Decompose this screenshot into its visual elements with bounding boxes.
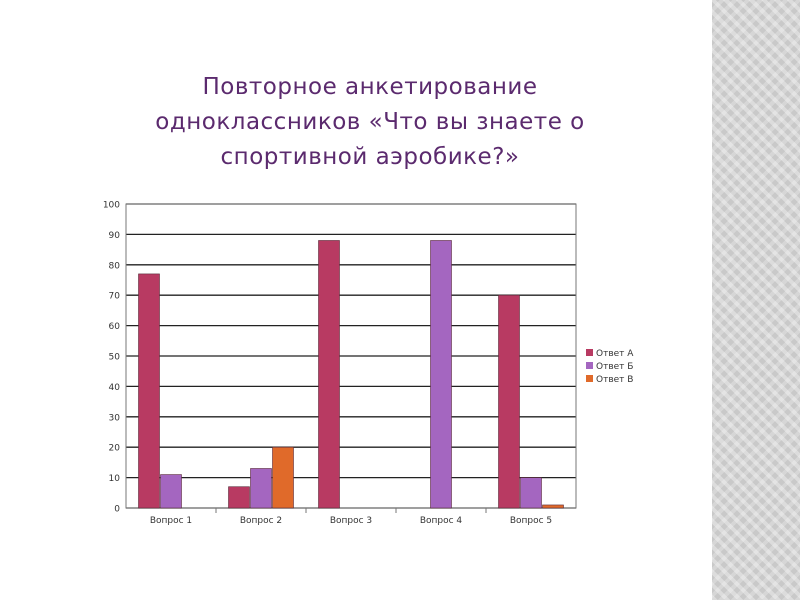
x-tick-label: Вопрос 1 xyxy=(150,516,192,526)
bar-chart: 0 10 20 30 40 50 60 70 80 90 100 Вопрос 1 Вопрос 2 Во… xyxy=(103,201,634,527)
decorative-side-band xyxy=(712,0,800,600)
y-tick-label: 80 xyxy=(109,261,121,271)
x-tick-label: Вопрос 5 xyxy=(510,516,552,526)
bar xyxy=(228,486,250,509)
bar xyxy=(520,477,542,509)
x-tick-label: Вопрос 4 xyxy=(420,516,463,526)
title-line-1: Повторное анкетирование xyxy=(202,74,538,100)
bar xyxy=(272,446,294,509)
y-tick-label: 70 xyxy=(109,292,121,302)
chart-frame: 0 10 20 30 40 50 60 70 80 90 100 Вопрос 1 Вопрос 2 Во… xyxy=(96,192,646,537)
y-tick-label: 40 xyxy=(109,383,121,393)
y-tick-label: 10 xyxy=(109,474,121,484)
bar xyxy=(318,240,340,509)
y-tick-label: 0 xyxy=(114,505,120,515)
y-tick-label: 100 xyxy=(103,201,120,211)
bar xyxy=(542,504,564,509)
legend-label: Ответ Б xyxy=(596,362,633,372)
legend-swatch xyxy=(586,349,593,356)
legend-label: Ответ В xyxy=(596,375,633,385)
bar xyxy=(160,474,182,509)
bar xyxy=(498,294,520,509)
bar xyxy=(250,468,272,509)
y-tick-label: 90 xyxy=(109,231,121,241)
plot-area-border xyxy=(125,203,577,509)
legend-label: Ответ А xyxy=(596,349,634,359)
x-tick-label: Вопрос 3 xyxy=(330,516,372,526)
bar xyxy=(138,273,160,509)
slide-title: Повторное анкетирование одноклассников «… xyxy=(110,70,630,175)
legend-swatch xyxy=(586,362,593,369)
title-line-2: одноклассников «Что вы знаете о xyxy=(155,109,585,135)
y-tick-label: 50 xyxy=(109,353,121,363)
bar xyxy=(430,240,452,509)
y-tick-label: 60 xyxy=(109,322,121,332)
title-line-3: спортивной аэробике?» xyxy=(220,144,520,170)
x-tick-label: Вопрос 2 xyxy=(240,516,282,526)
y-tick-label: 30 xyxy=(109,413,121,423)
y-tick-label: 20 xyxy=(109,444,121,454)
legend-swatch xyxy=(586,375,593,382)
